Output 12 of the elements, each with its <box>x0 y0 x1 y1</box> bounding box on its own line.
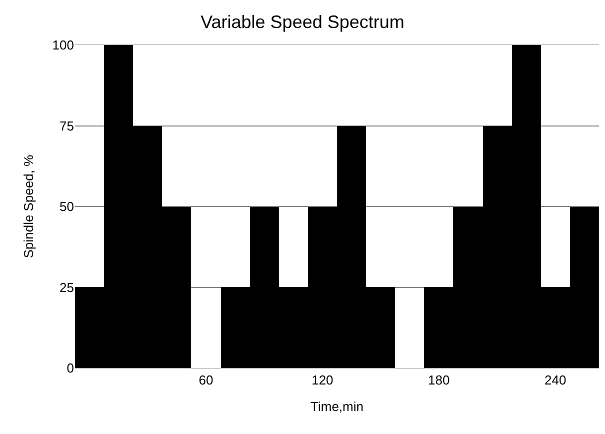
x-tick-label: 120 <box>312 372 334 388</box>
y-tick-label: 75 <box>60 118 74 134</box>
x-tick-label: 240 <box>544 372 566 388</box>
y-tick-label: 0 <box>66 360 74 376</box>
y-tick-label: 50 <box>60 199 74 214</box>
x-axis-title: Time,min <box>310 399 364 414</box>
x-tick-label: 180 <box>428 372 450 388</box>
chart-title: Variable Speed Spectrum <box>200 12 404 32</box>
y-tick-label: 25 <box>60 280 74 295</box>
x-tick-label: 60 <box>198 372 214 388</box>
y-tick-label: 100 <box>52 38 74 53</box>
y-axis-title: Spindle Speed, % <box>21 154 36 258</box>
